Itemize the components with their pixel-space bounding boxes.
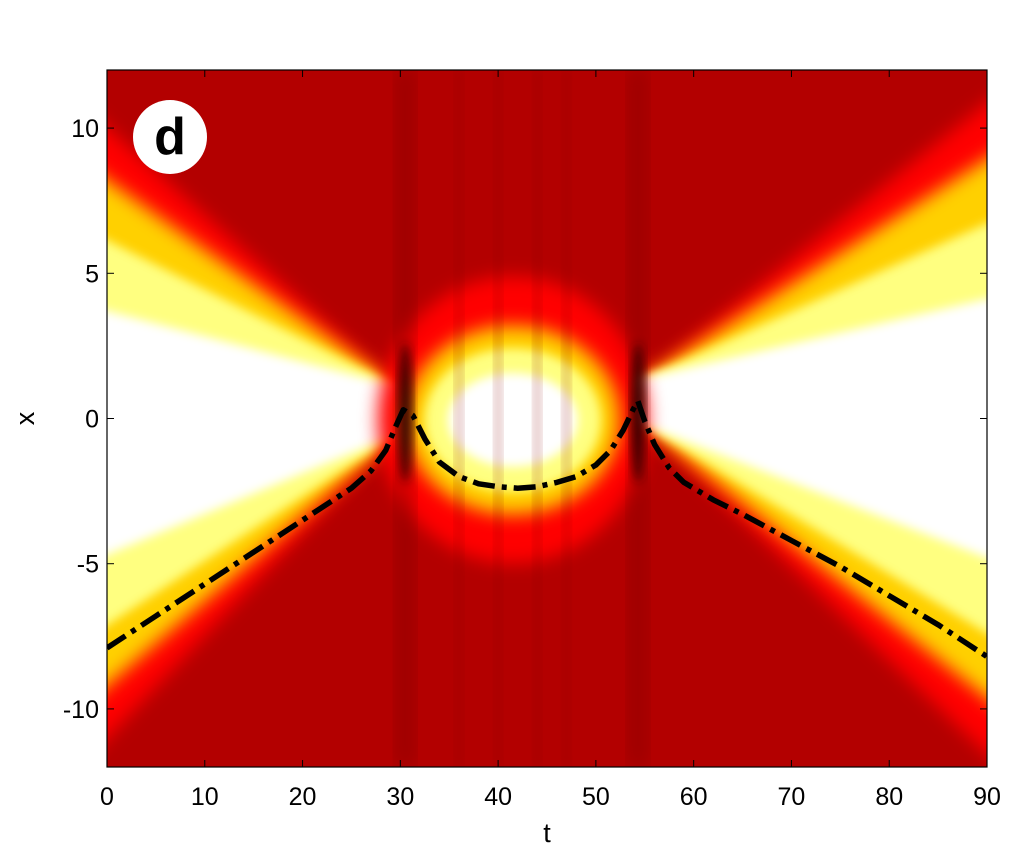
- striation: [562, 70, 571, 767]
- y-tick-label: 10: [71, 115, 99, 143]
- x-tick-label: 50: [582, 783, 610, 811]
- y-axis-label: x: [10, 411, 40, 425]
- x-tick-label: 80: [875, 783, 903, 811]
- left-beam-layer: [107, 310, 404, 555]
- x-tick-label: 0: [100, 783, 114, 811]
- x-tick-label: 20: [289, 783, 317, 811]
- x-tick-label: 30: [386, 783, 414, 811]
- x-axis-label: t: [543, 818, 551, 848]
- x-tick-label: 90: [973, 783, 1001, 811]
- y-tick-label: -5: [77, 551, 99, 579]
- trajectory-curve: [107, 398, 987, 659]
- axes-ticks: 0 10 20 30 40 50 60 70 80 90 -10 -5 0 5 10: [63, 70, 1001, 811]
- panel-label-badge: d: [133, 100, 207, 174]
- y-tick-label: 5: [85, 260, 99, 288]
- trajectory-line: [107, 398, 987, 659]
- right-beam: [637, 102, 987, 755]
- heatmap-field: [107, 70, 987, 767]
- striation: [455, 70, 463, 767]
- y-tick-label: 0: [85, 406, 99, 434]
- x-tick-label: 70: [778, 783, 806, 811]
- right-beam-layer: [637, 298, 987, 558]
- left-beam: [107, 127, 404, 739]
- striation: [494, 70, 503, 767]
- x-tick-label: 60: [680, 783, 708, 811]
- x-tick-label: 10: [191, 783, 219, 811]
- striation: [533, 70, 542, 767]
- dark-seam: [396, 70, 415, 767]
- dark-seam-core: [630, 342, 645, 483]
- central-blob-layer: [447, 373, 578, 467]
- y-tick-label: -10: [63, 696, 99, 724]
- panel-label-circle: [133, 100, 207, 174]
- x-tick-label: 40: [484, 783, 512, 811]
- dark-seam: [628, 70, 647, 767]
- panel-label: d: [154, 108, 186, 166]
